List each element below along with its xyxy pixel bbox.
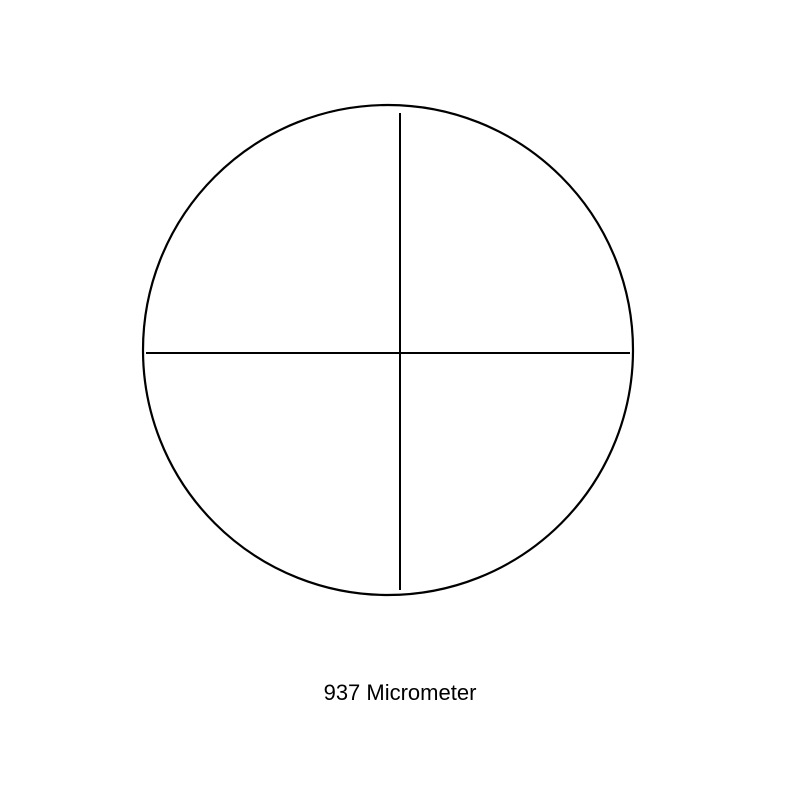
diagram-caption: 937 Micrometer xyxy=(0,680,800,706)
reticle-circle xyxy=(143,105,633,595)
micrometer-diagram: 937 Micrometer xyxy=(0,0,800,800)
